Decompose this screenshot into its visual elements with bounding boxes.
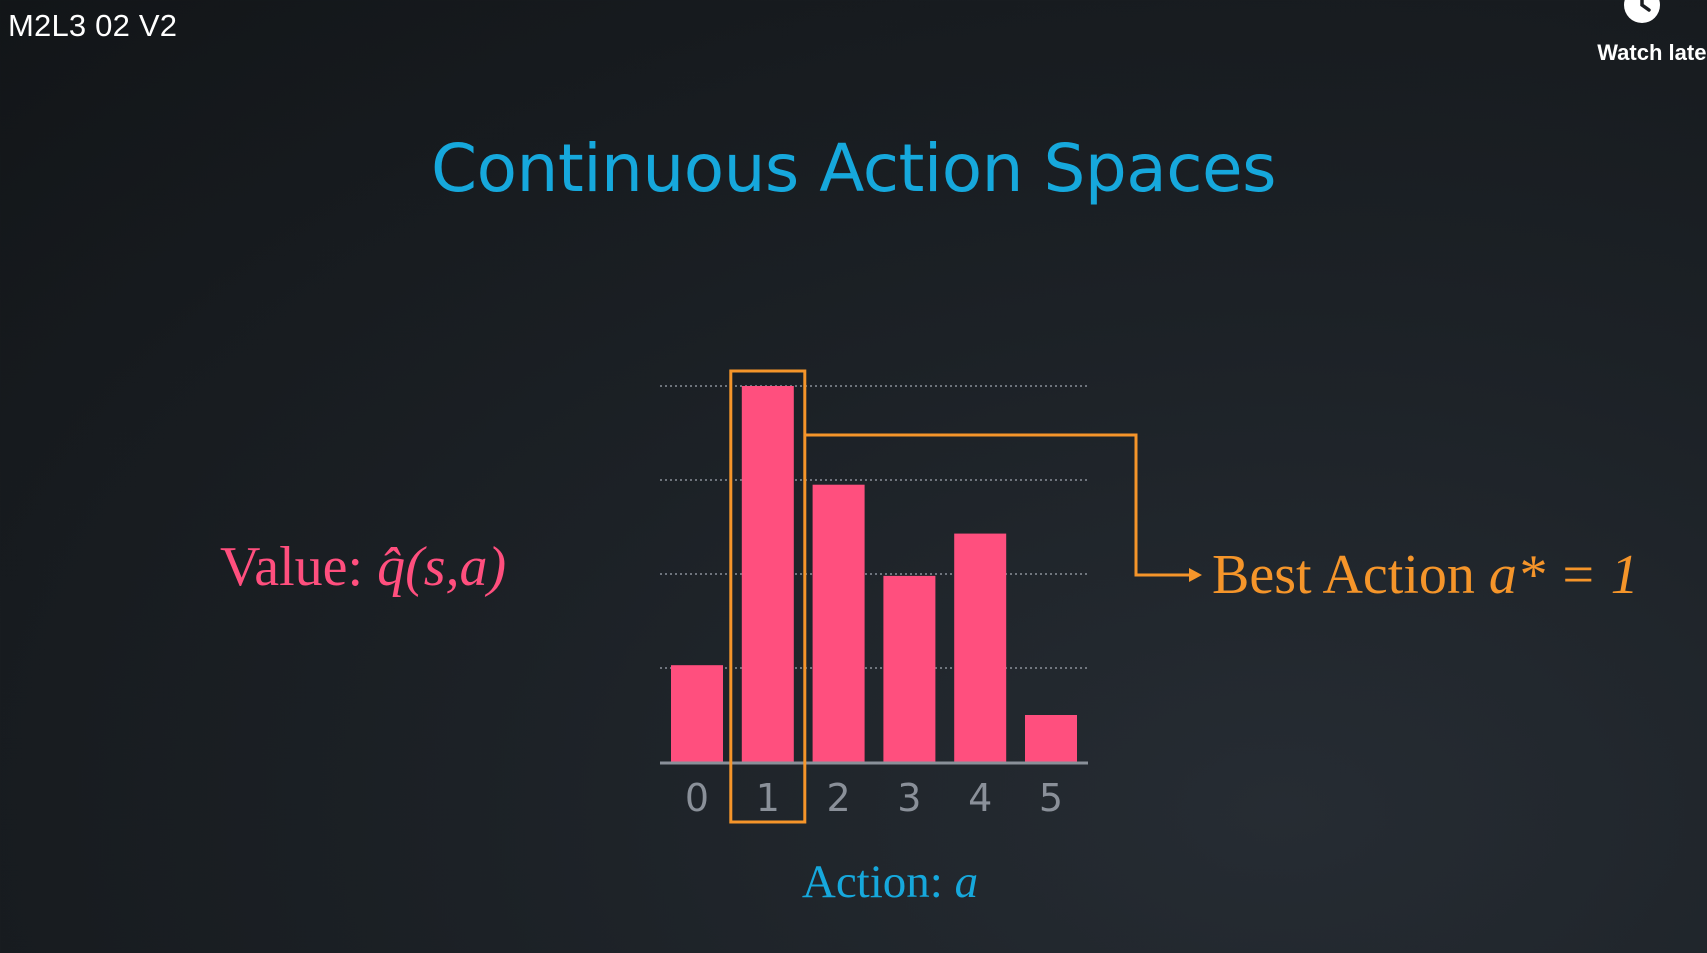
value-label-math: q̂(s,a): [377, 536, 507, 598]
tick-label-1: 1: [756, 776, 780, 820]
x-axis-label: Action: a: [0, 855, 1707, 909]
tick-label-2: 2: [827, 776, 851, 820]
x-axis-math: a: [954, 856, 979, 908]
tick-label-3: 3: [897, 776, 921, 820]
bar-4: [954, 533, 1007, 762]
bar-2: [812, 484, 865, 762]
watch-later-button[interactable]: Watch later: [1577, 0, 1707, 80]
best-action-highlight: [729, 369, 1202, 824]
highlight-box: [729, 369, 807, 824]
arrow-head: [1189, 568, 1202, 582]
bar-1: [741, 386, 794, 762]
best-action-prefix: Best Action: [1212, 544, 1489, 606]
bar-3: [883, 575, 936, 762]
gridlines: [660, 385, 1088, 669]
bars: [671, 386, 1077, 762]
best-action-math: a* = 1: [1488, 544, 1639, 606]
tick-label-4: 4: [968, 776, 992, 820]
clock-icon: [1624, 0, 1660, 23]
video-title[interactable]: M2L3 02 V2: [8, 8, 178, 43]
tick-labels: 0 1 2 3 4 5: [685, 776, 1063, 820]
tick-label-5: 5: [1039, 776, 1063, 820]
bar-0: [671, 665, 723, 762]
value-label: Value: q̂(s,a): [220, 535, 506, 599]
bar-5: [1025, 715, 1077, 762]
best-action-label: Best Action a* = 1: [1212, 543, 1639, 607]
tick-label-0: 0: [685, 776, 709, 820]
connector-line: [804, 433, 1190, 577]
x-axis-prefix: Action:: [801, 856, 955, 908]
slide-title: Continuous Action Spaces: [431, 130, 1276, 207]
watch-later-label: Watch later: [1597, 40, 1707, 65]
value-label-prefix: Value:: [220, 536, 378, 598]
